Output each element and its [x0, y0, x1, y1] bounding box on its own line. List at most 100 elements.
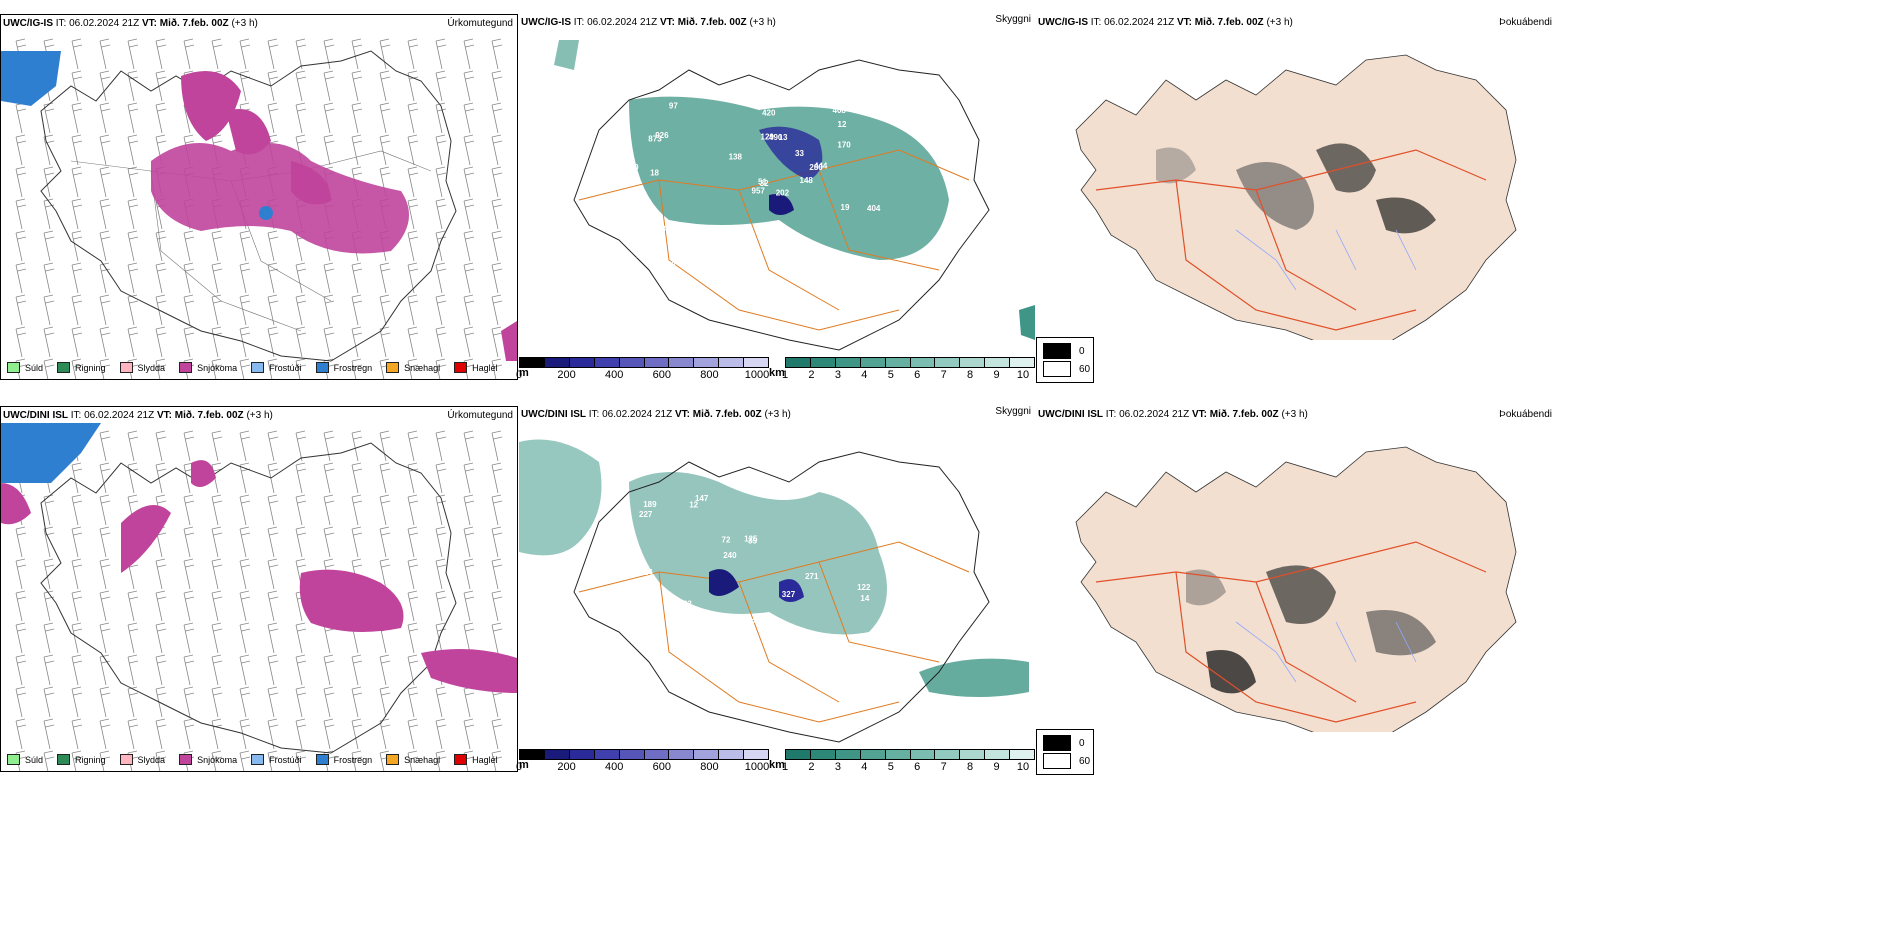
cloud-base-label: 271: [805, 572, 819, 581]
wind-barb: [295, 718, 307, 750]
cloud-base-label: 12: [689, 501, 698, 510]
wind-barb: [435, 526, 447, 558]
wind-barb: [379, 38, 391, 70]
wind-barb: [295, 430, 307, 462]
wind-barb: [43, 622, 55, 654]
visibility-area: [554, 40, 579, 70]
cloud-base-label: 170: [837, 141, 851, 150]
wind-barb: [43, 262, 55, 294]
wind-barb: [239, 294, 251, 326]
wind-barb: [239, 622, 251, 654]
panel-title: UWC/DINI ISL IT: 06.02.2024 21Z VT: Mið.…: [3, 410, 273, 421]
wind-barb: [491, 494, 503, 526]
wind-barb: [379, 494, 391, 526]
colorbar-tick: 800: [700, 761, 719, 773]
cloud-base-label: 384: [903, 492, 917, 501]
wind-barb: [435, 38, 447, 70]
wind-barb: [491, 590, 503, 622]
panel-variable: Úrkomutegund: [447, 410, 513, 421]
cloud-base-label: 824: [690, 243, 704, 252]
precip-legend: Súld Rigning Slydda Snjókoma Frostúði Frostre…: [7, 754, 512, 765]
wind-barb: [351, 326, 363, 358]
wind-barb: [43, 558, 55, 590]
wind-barb: [239, 494, 251, 526]
wind-barb: [379, 462, 391, 494]
wind-barb: [127, 230, 139, 262]
colorbar-tick: 9: [993, 369, 1000, 381]
legend-swatch: [7, 362, 20, 373]
wind-barb: [43, 494, 55, 526]
wind-barb: [267, 70, 279, 102]
wind-barb: [463, 294, 475, 326]
colorbar-tick: 800: [700, 369, 719, 381]
fog-area: [1186, 569, 1226, 606]
colorbar-cell: [985, 358, 1011, 367]
colorbar-cell: [644, 750, 670, 759]
cloud-base-area: [769, 194, 794, 215]
legend-swatch: [251, 362, 265, 373]
wind-barb: [267, 230, 279, 262]
snow-area: [299, 569, 404, 632]
rivers: [1235, 621, 1417, 683]
cloud-base-area: [709, 569, 739, 596]
snow-area: [1, 483, 31, 525]
colorbar-tick: 7: [940, 369, 947, 381]
wind-barb: [435, 750, 447, 771]
colorbar-cell: [960, 358, 986, 367]
wind-barb: [407, 622, 419, 654]
wind-barb: [99, 70, 111, 102]
wind-barb: [463, 230, 475, 262]
fog-area: [1236, 162, 1314, 230]
cloud-base-label: 873: [648, 135, 662, 144]
cloud-base-label: 51: [758, 177, 767, 186]
wind-barb: [43, 198, 55, 230]
wind-barb: [379, 294, 391, 326]
cloud-base-label: 327: [782, 590, 796, 599]
legend-label: Slydda: [137, 362, 166, 373]
panel-variable: Þokuábendi: [1499, 409, 1552, 420]
wind-barb: [15, 294, 27, 326]
wind-barb: [183, 526, 195, 558]
wind-barb: [127, 622, 139, 654]
colorbar-cell: [594, 750, 620, 759]
panel-title: UWC/DINI ISL IT: 06.02.2024 21Z VT: Mið.…: [521, 409, 791, 420]
wind-barb: [99, 262, 111, 294]
freezing-rain-area: [259, 206, 273, 220]
wind-barb: [351, 430, 363, 462]
wind-barb: [71, 38, 83, 70]
wind-barb: [407, 166, 419, 198]
wind-barb: [379, 654, 391, 686]
wind-barb: [15, 686, 27, 718]
wind-barb: [463, 590, 475, 622]
wind-barb: [43, 590, 55, 622]
wind-barb: [491, 198, 503, 230]
wind-barb: [295, 102, 307, 134]
wind-barb: [15, 622, 27, 654]
colorbar-cell: [619, 358, 645, 367]
wind-barb: [323, 326, 335, 358]
wind-barb: [435, 230, 447, 262]
wind-barb: [155, 102, 167, 134]
wind-barb: [491, 294, 503, 326]
wind-barb: [71, 558, 83, 590]
colorbar-tick: 5: [887, 761, 894, 773]
legend-label: Frostúði: [269, 754, 302, 765]
panel-variable: Úrkomutegund: [447, 18, 513, 29]
wind-barb: [267, 38, 279, 70]
wind-barb: [43, 358, 55, 379]
wind-barb: [323, 718, 335, 750]
wind-barb: [351, 718, 363, 750]
fog-area: [1266, 565, 1336, 624]
wind-barb: [71, 750, 83, 771]
wind-barb: [99, 718, 111, 750]
wind-barb: [435, 462, 447, 494]
wind-barb: [71, 198, 83, 230]
wind-barb: [183, 294, 195, 326]
wind-barb: [463, 166, 475, 198]
wind-barb: [43, 166, 55, 198]
wind-barb: [99, 558, 111, 590]
wind-barb: [351, 38, 363, 70]
legend-label: Súld: [25, 754, 44, 765]
wind-barb: [407, 686, 419, 718]
panel-variable: Skyggni: [995, 406, 1031, 417]
